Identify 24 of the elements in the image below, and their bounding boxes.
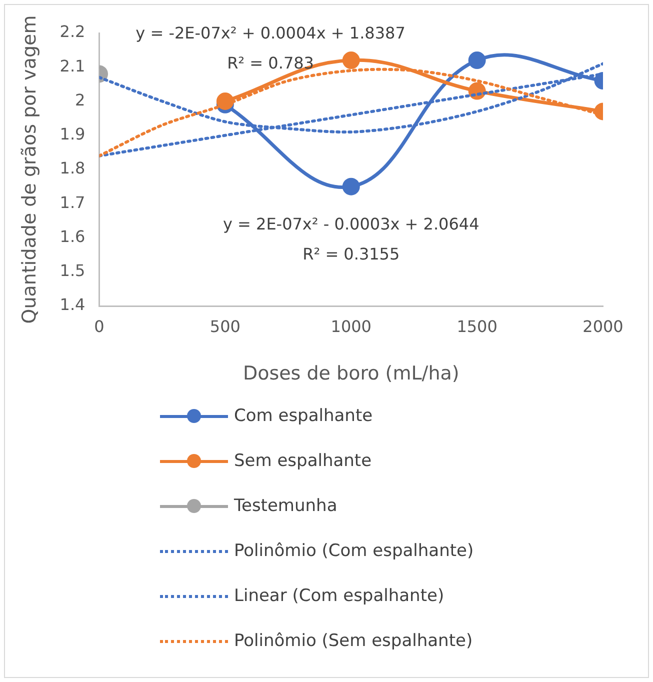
legend-label: Testemunha	[234, 496, 338, 516]
y-tick-label: 1.8	[60, 158, 86, 178]
y-tick-label: 1.4	[60, 295, 86, 314]
x-tick-label: 1000	[330, 316, 372, 336]
x-tick-label: 1500	[456, 316, 498, 336]
legend-label: Com espalhante	[234, 406, 373, 426]
x-tick-label: 500	[210, 316, 240, 336]
legend-label: Linear (Com espalhante)	[234, 586, 444, 606]
y-axis-title: Quantidade de grãos por vagem	[18, 15, 40, 324]
x-tick-label: 2000	[582, 316, 624, 336]
legend-label: Polinômio (Com espalhante)	[234, 540, 474, 560]
legend-label: Sem espalhante	[234, 450, 372, 470]
x-tick-label: 0	[94, 316, 104, 336]
y-tick-label: 2.1	[60, 56, 86, 76]
y-tick-label: 1.6	[60, 226, 86, 246]
annotation: y = 2E-07x² - 0.0003x + 2.0644 R² = 0.3155	[222, 214, 480, 264]
annotation: y = -2E-07x² + 0.0004x + 1.8387 R² = 0.783	[136, 24, 406, 73]
y-tick-label: 2	[75, 90, 86, 110]
y-tick-label: 1.5	[60, 261, 86, 280]
x-axis-title: Doses de boro (mL/ha)	[242, 362, 460, 385]
y-tick-label: 2.2	[60, 22, 86, 42]
y-tick-label: 1.7	[60, 192, 86, 212]
legend-label: Polinômio (Sem espalhante)	[234, 630, 473, 650]
y-tick-label: 1.9	[60, 124, 86, 144]
